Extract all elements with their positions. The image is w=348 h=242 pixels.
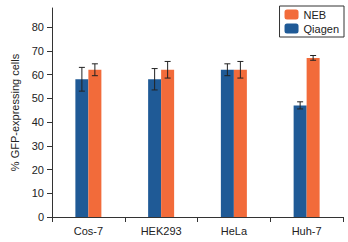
svg-text:Cos-7: Cos-7 [74, 225, 103, 237]
svg-text:60: 60 [32, 69, 44, 81]
svg-text:80: 80 [32, 21, 44, 33]
svg-text:50: 50 [32, 92, 44, 104]
svg-text:0: 0 [38, 211, 44, 223]
svg-text:Huh-7: Huh-7 [292, 225, 322, 237]
svg-text:NEB: NEB [304, 9, 327, 21]
svg-text:Qiagen: Qiagen [304, 23, 339, 35]
svg-text:70: 70 [32, 45, 44, 57]
svg-text:20: 20 [32, 164, 44, 176]
svg-text:% GFP-expressing cells: % GFP-expressing cells [9, 53, 21, 171]
svg-text:HEK293: HEK293 [141, 225, 182, 237]
svg-text:HeLa: HeLa [221, 225, 248, 237]
svg-text:10: 10 [32, 187, 44, 199]
svg-text:30: 30 [32, 140, 44, 152]
svg-text:40: 40 [32, 116, 44, 128]
